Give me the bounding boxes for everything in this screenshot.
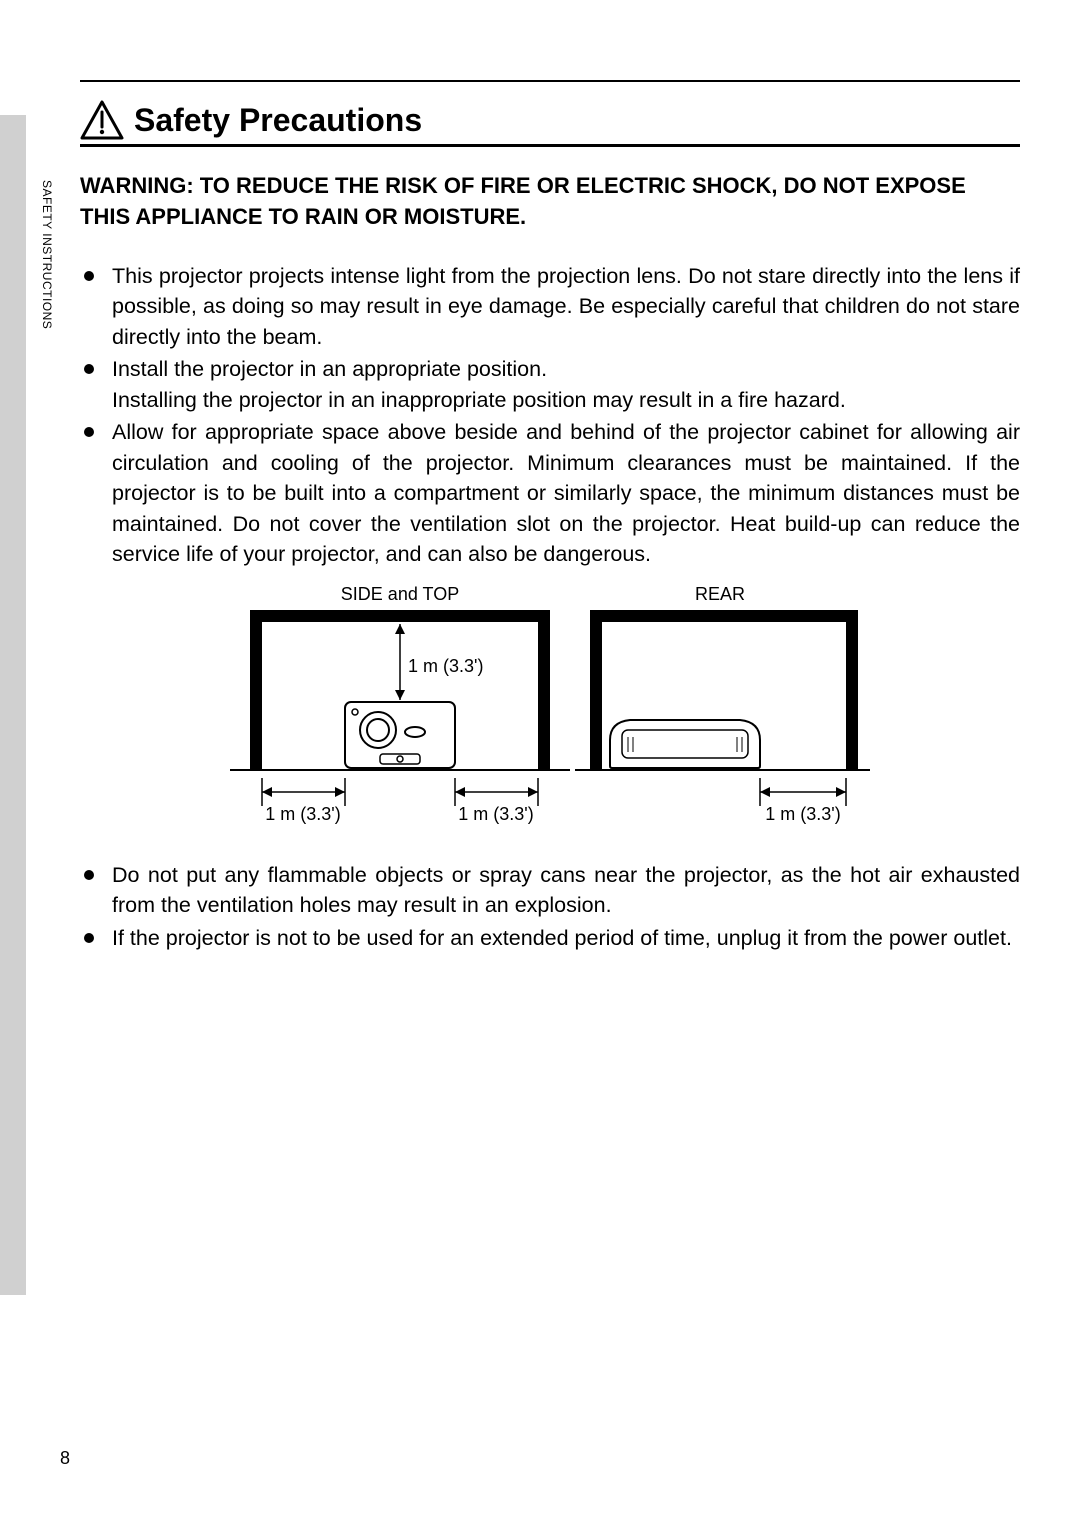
bullet-item: Install the projector in an appropriate … <box>80 354 1020 415</box>
projector-side <box>345 702 455 768</box>
warning-line-1: WARNING: TO REDUCE THE RISK OF FIRE OR E… <box>80 173 966 198</box>
bullet-text: Installing the projector in an inappropr… <box>112 385 1020 416</box>
diagram-dist-rear: 1 m (3.3') <box>765 804 840 824</box>
top-rule <box>80 80 1020 82</box>
clearance-diagram: SIDE and TOP REAR 1 m (3.3') <box>80 582 1020 842</box>
page-heading: Safety Precautions <box>134 102 422 139</box>
heading-underline <box>80 144 1020 147</box>
bullet-item: Do not put any flammable objects or spra… <box>80 860 1020 921</box>
bullet-item: If the projector is not to be used for a… <box>80 923 1020 954</box>
heading-row: Safety Precautions <box>80 100 1020 140</box>
diagram-label-side-top: SIDE and TOP <box>341 584 459 604</box>
page-content: Safety Precautions WARNING: TO REDUCE TH… <box>80 80 1020 955</box>
bullet-text: Install the projector in an appropriate … <box>112 354 1020 385</box>
diagram-dist-top: 1 m (3.3') <box>408 656 483 676</box>
section-tab <box>0 115 26 1295</box>
diagram-svg: SIDE and TOP REAR 1 m (3.3') <box>230 582 870 842</box>
page-number: 8 <box>60 1448 70 1469</box>
bullet-list-2: Do not put any flammable objects or spra… <box>80 860 1020 954</box>
warning-icon <box>80 100 124 140</box>
bullet-item: Allow for appropriate space above beside… <box>80 417 1020 570</box>
diagram-dist-left: 1 m (3.3') <box>265 804 340 824</box>
diagram-label-rear: REAR <box>695 584 745 604</box>
warning-text: WARNING: TO REDUCE THE RISK OF FIRE OR E… <box>80 171 1020 233</box>
diagram-dist-right: 1 m (3.3') <box>458 804 533 824</box>
bullet-list: This projector projects intense light fr… <box>80 261 1020 570</box>
warning-line-2: THIS APPLIANCE TO RAIN OR MOISTURE. <box>80 204 526 229</box>
bullet-item: This projector projects intense light fr… <box>80 261 1020 353</box>
side-label: SAFETY INSTRUCTIONS <box>40 180 54 329</box>
projector-rear <box>610 720 760 768</box>
